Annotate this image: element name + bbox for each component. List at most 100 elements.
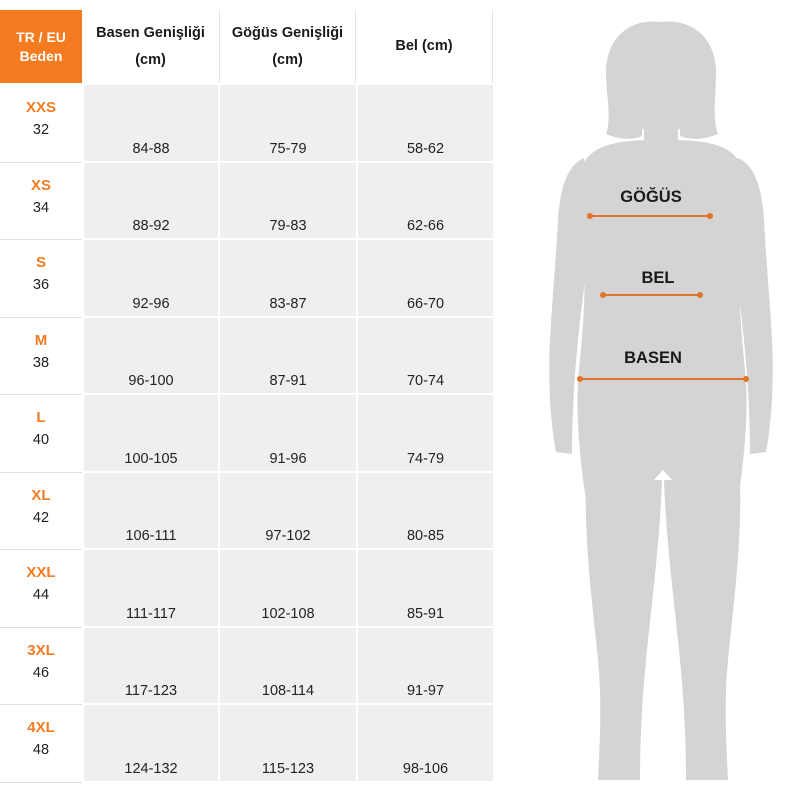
silhouette-body	[549, 21, 773, 780]
waist-value: 85-91	[406, 605, 445, 622]
waist-value: 66-70	[406, 295, 445, 312]
chest-width-value: 108-114	[261, 683, 315, 699]
hip-width-cell: 111-117	[84, 550, 218, 628]
waist-measure-line	[600, 292, 703, 298]
waist-value: 74-79	[406, 450, 445, 467]
size-cell: XXS 32	[0, 85, 82, 163]
hip-header-line2: (cm)	[135, 51, 166, 68]
size-header-line2: Beden	[19, 47, 63, 64]
table-row: S 36 92-96 83-87 66-70	[0, 240, 493, 318]
waist-cell: 85-91	[358, 550, 493, 628]
table-row: XL 42 106-111 97-102 80-85	[0, 472, 493, 550]
waist-header: Bel (cm)	[356, 10, 493, 83]
size-letter: 3XL	[27, 641, 55, 659]
waist-cell: 98-106	[358, 705, 493, 783]
chest-width-value: 83-87	[269, 295, 307, 312]
waist-label: BEL	[642, 269, 675, 287]
chest-width-value: 91-96	[269, 450, 307, 467]
chest-width-cell: 75-79	[220, 85, 356, 163]
size-letter: XXL	[26, 564, 56, 581]
hip-width-value: 92-96	[132, 295, 170, 312]
hip-width-cell: 88-92	[84, 162, 218, 240]
size-cell: XS 34	[0, 162, 82, 240]
chest-width-cell: 102-108	[220, 550, 356, 628]
size-header: TR / EU Beden	[0, 10, 82, 83]
size-letter: XXS	[25, 99, 56, 116]
eu-size-number: 36	[32, 277, 50, 293]
chest-width-cell: 91-96	[220, 395, 356, 473]
hip-width-value: 100-105	[124, 450, 178, 467]
size-letter: 4XL	[27, 719, 55, 736]
hip-width-value: 117-123	[124, 683, 178, 699]
chest-width-cell: 97-102	[220, 472, 356, 550]
hip-width-value: 124-132	[124, 760, 178, 777]
size-cell: 3XL 46	[0, 627, 82, 705]
table-row: M 38 96-100 87-91 70-74	[0, 317, 493, 395]
chest-width-cell: 108-114	[220, 627, 356, 705]
hip-width-cell: 124-132	[84, 705, 218, 783]
eu-size-number: 44	[32, 587, 50, 603]
size-letter: M	[34, 331, 48, 349]
chest-width-cell: 83-87	[220, 240, 356, 318]
hip-header-line1: Basen Genişliği	[96, 24, 205, 41]
chest-width-value: 75-79	[269, 140, 307, 157]
table-row: XXS 32 84-88 75-79 58-62	[0, 85, 493, 163]
table-row: 4XL 48 124-132 115-123 98-106	[0, 705, 493, 783]
chest-width-value: 102-108	[261, 605, 315, 622]
waist-value: 62-66	[406, 218, 445, 234]
chest-measure-line	[587, 213, 713, 219]
size-chart-table: TR / EU Beden Basen Genişliği (cm) Göğüs…	[0, 10, 493, 783]
waist-cell: 80-85	[358, 472, 493, 550]
table-row: XS 34 88-92 79-83 62-66	[0, 162, 493, 240]
table-row: XXL 44 111-117 102-108 85-91	[0, 550, 493, 628]
chest-width-value: 115-123	[261, 760, 315, 777]
eu-size-number: 46	[32, 664, 50, 681]
silhouette-svg: GÖĞÜS BEL BASEN	[549, 21, 773, 780]
eu-size-number: 40	[32, 432, 50, 448]
eu-size-number: 42	[32, 509, 50, 526]
size-cell: L 40	[0, 395, 82, 473]
size-header-line1: TR / EU	[16, 28, 66, 45]
waist-value: 80-85	[406, 528, 445, 544]
chest-width-cell: 79-83	[220, 162, 356, 240]
hip-width-cell: 100-105	[84, 395, 218, 473]
eu-size-number: 38	[32, 354, 50, 371]
chest-width-value: 87-91	[269, 373, 307, 389]
waist-header-line1: Bel (cm)	[395, 38, 453, 54]
hip-width-cell: 117-123	[84, 627, 218, 705]
hip-width-value: 106-111	[125, 528, 177, 544]
hip-width-cell: 84-88	[84, 85, 218, 163]
hip-width-cell: 96-100	[84, 317, 218, 395]
chest-width-cell: 115-123	[220, 705, 356, 783]
hip-width-value: 111-117	[126, 605, 176, 622]
chest-width-value: 97-102	[265, 528, 311, 544]
waist-cell: 74-79	[358, 395, 493, 473]
waist-cell: 58-62	[358, 85, 493, 163]
waist-cell: 70-74	[358, 317, 493, 395]
size-cell: 4XL 48	[0, 705, 82, 783]
hip-width-value: 88-92	[132, 218, 170, 234]
waist-cell: 66-70	[358, 240, 493, 318]
chest-width-header: Göğüs Genişliği (cm)	[220, 10, 356, 83]
eu-size-number: 32	[32, 122, 50, 138]
size-letter: XL	[31, 486, 51, 504]
waist-cell: 62-66	[358, 162, 493, 240]
size-cell: XXL 44	[0, 550, 82, 628]
size-letter: XS	[30, 176, 51, 194]
chest-header-line1: Göğüs Genişliği	[231, 24, 344, 41]
chest-width-cell: 87-91	[220, 317, 356, 395]
hip-label: BASEN	[624, 349, 682, 367]
eu-size-number: 34	[32, 199, 50, 216]
waist-cell: 91-97	[358, 627, 493, 705]
size-cell: S 36	[0, 240, 82, 318]
table-row: L 40 100-105 91-96 74-79	[0, 395, 493, 473]
table-row: 3XL 46 117-123 108-114 91-97	[0, 627, 493, 705]
hip-width-value: 84-88	[132, 140, 170, 157]
size-letter: L	[36, 409, 46, 426]
waist-value: 70-74	[406, 373, 445, 389]
eu-size-number: 48	[32, 742, 50, 758]
chest-label: GÖĞÜS	[620, 187, 681, 206]
size-letter: S	[35, 254, 46, 271]
waist-value: 91-97	[406, 683, 445, 699]
hip-width-header: Basen Genişliği (cm)	[82, 10, 220, 83]
